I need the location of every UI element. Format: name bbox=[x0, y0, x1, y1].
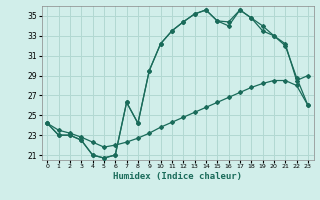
X-axis label: Humidex (Indice chaleur): Humidex (Indice chaleur) bbox=[113, 172, 242, 181]
